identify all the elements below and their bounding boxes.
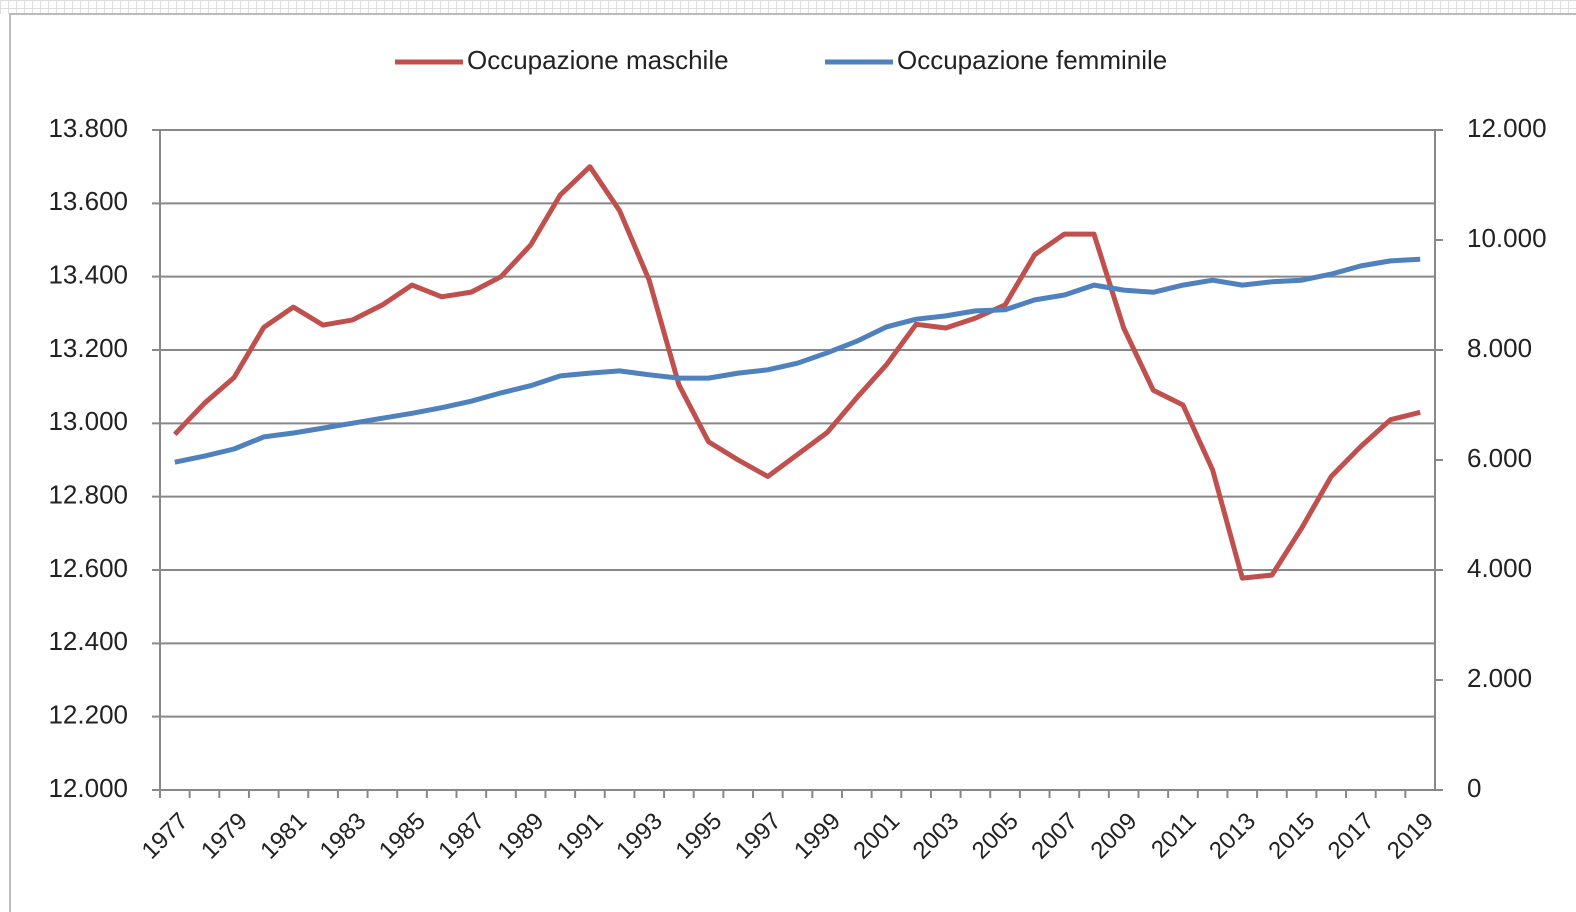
y2-tick-label: 12.000 [1467, 113, 1547, 143]
y2-tick-label: 0 [1467, 773, 1481, 803]
y2-tick-label: 2.000 [1467, 663, 1532, 693]
y-tick-label: 12.400 [48, 626, 128, 656]
series-line [172, 164, 1421, 581]
y-tick-label: 12.800 [48, 480, 128, 510]
chart-border [9, 13, 1576, 912]
legend-label: Occupazione femminile [897, 45, 1167, 75]
legend-label: Occupazione maschile [467, 45, 729, 75]
y-tick-label: 12.000 [48, 773, 128, 803]
y2-tick-label: 8.000 [1467, 333, 1532, 363]
y-tick-label: 13.000 [48, 406, 128, 436]
y-tick-label: 13.600 [48, 186, 128, 216]
y2-tick-label: 4.000 [1467, 553, 1532, 583]
y-tick-label: 13.200 [48, 333, 128, 363]
y-tick-label: 13.400 [48, 260, 128, 290]
y-tick-label: 12.600 [48, 553, 128, 583]
series-line [174, 256, 1421, 465]
y2-tick-label: 6.000 [1467, 443, 1532, 473]
y-tick-label: 12.200 [48, 700, 128, 730]
sheet-grid [0, 0, 1576, 14]
y2-tick-label: 10.000 [1467, 223, 1547, 253]
y-tick-label: 13.800 [48, 113, 128, 143]
